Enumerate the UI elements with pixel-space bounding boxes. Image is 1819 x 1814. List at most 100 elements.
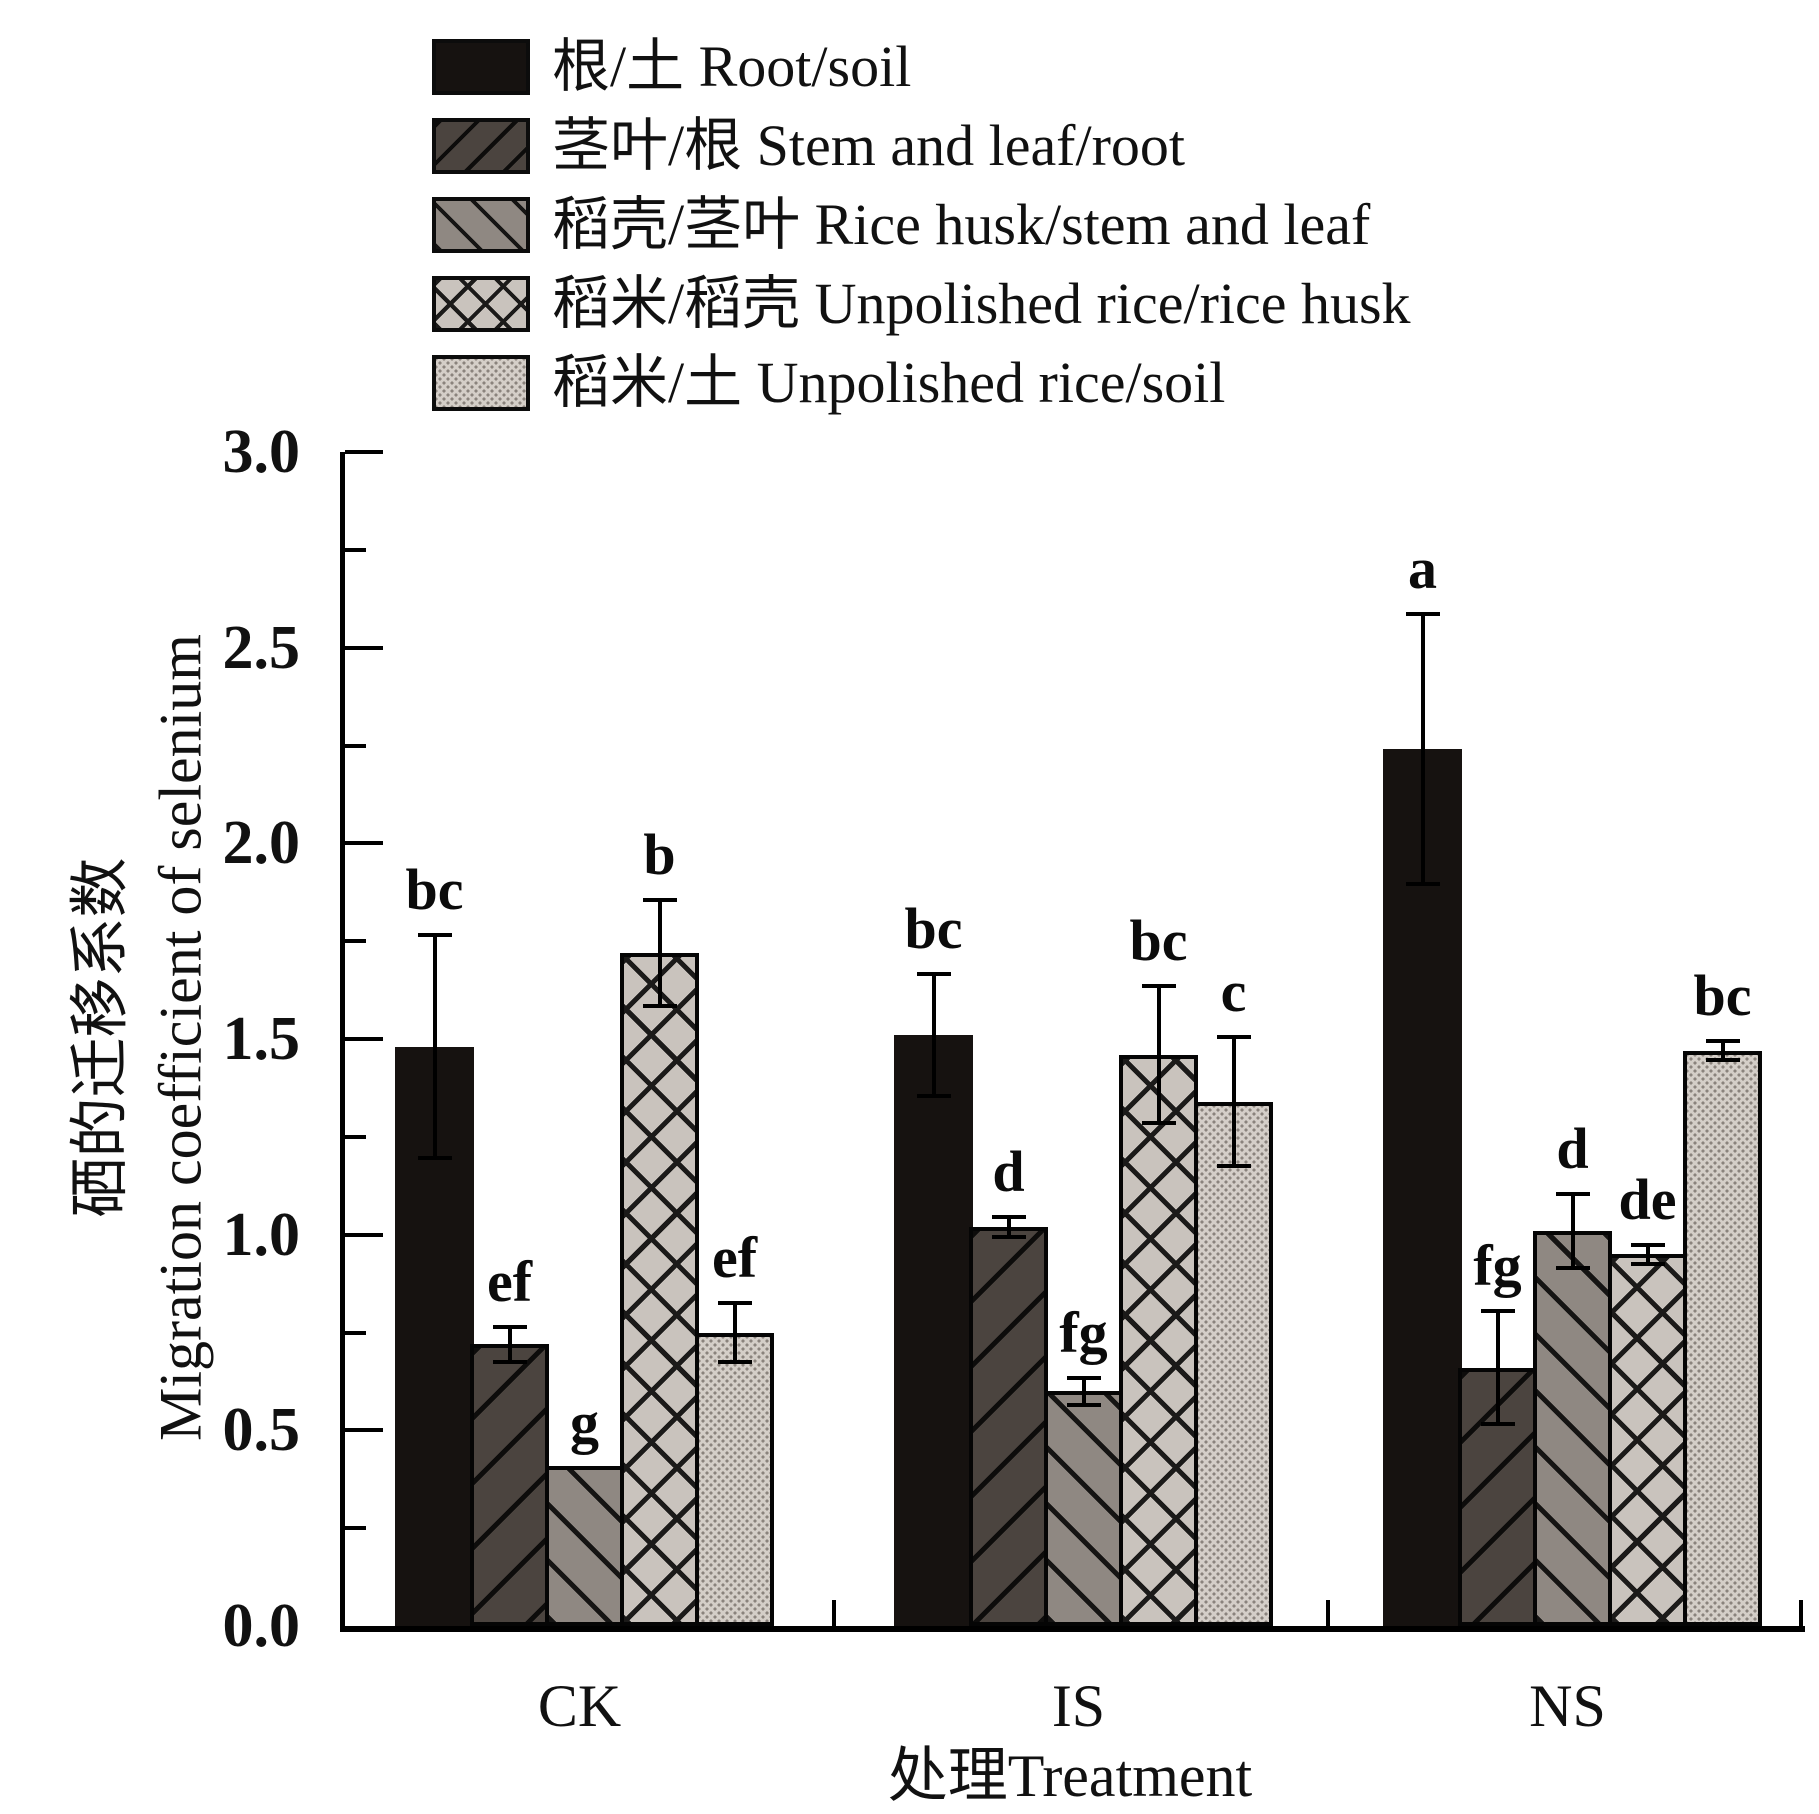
legend: 根/土 Root/soil 茎叶/根 Stem and leaf/root 稻壳/茎…: [432, 36, 1411, 414]
plot-area: bc bc a ef d fg g fg d b bc de ef c bc: [340, 450, 1805, 1632]
y-tick-label: 0.5: [222, 1396, 301, 1465]
sig-letter: bc: [904, 896, 963, 962]
error-bar-line: [931, 972, 936, 1098]
y-tick-label: 1.0: [222, 1200, 301, 1269]
x-category-label-ck: CK: [537, 1673, 622, 1739]
y-minor-tick: [345, 1526, 366, 1531]
legend-label: 根/土 Root/soil: [552, 34, 912, 99]
error-bar-cap-bottom: [1216, 1164, 1251, 1169]
error-bar-cap-top: [1555, 1191, 1590, 1196]
bar-ck-s5: [695, 1332, 774, 1626]
error-bar: [1216, 1035, 1251, 1169]
legend-item: 茎叶/根 Stem and leaf/root: [432, 115, 1411, 177]
error-bar-line: [1420, 612, 1425, 887]
legend-swatch-diamond-crosshatch: [432, 276, 530, 332]
legend-label: 稻壳/茎叶 Rice husk/stem and leaf: [552, 192, 1371, 257]
error-bar-cap-bottom: [1705, 1058, 1740, 1063]
error-bar-cap-top: [1216, 1035, 1251, 1040]
x-category-label-is: IS: [1051, 1673, 1106, 1739]
bar-ns-s5: [1683, 1050, 1762, 1626]
error-bar: [1480, 1309, 1515, 1427]
x-category-label-ns: NS: [1529, 1673, 1606, 1739]
error-bar: [991, 1215, 1026, 1239]
error-bar-cap-top: [492, 1324, 527, 1329]
y-minor-tick: [345, 939, 366, 944]
error-bar-cap-bottom: [1141, 1121, 1176, 1126]
error-bar-cap-bottom: [1630, 1261, 1665, 1266]
error-bar-cap-top: [1066, 1375, 1101, 1380]
error-bar: [1555, 1191, 1590, 1270]
error-bar: [492, 1324, 527, 1364]
legend-item: 稻米/稻壳 Unpolished rice/rice husk: [432, 273, 1411, 335]
bar-ns-s4: [1608, 1254, 1687, 1626]
error-bar-line: [1156, 984, 1161, 1126]
sig-letter: d: [992, 1139, 1025, 1205]
sig-letter: d: [1556, 1115, 1589, 1181]
error-bar-line: [1495, 1309, 1500, 1427]
bar-ck-s4: [620, 952, 699, 1626]
error-bar-cap-bottom: [642, 1003, 677, 1008]
error-bar-line: [1645, 1242, 1650, 1266]
error-bar-cap-bottom: [717, 1359, 752, 1364]
error-bar-line: [657, 898, 662, 1008]
error-bar-cap-bottom: [1405, 882, 1440, 887]
y-major-tick: [345, 1428, 383, 1433]
error-bar: [1141, 984, 1176, 1126]
error-bar: [1630, 1242, 1665, 1266]
legend-item: 稻壳/茎叶 Rice husk/stem and leaf: [432, 194, 1411, 256]
sig-letter: de: [1618, 1166, 1677, 1232]
error-bar-line: [1570, 1191, 1575, 1270]
error-bar: [417, 933, 452, 1161]
error-bar: [1705, 1039, 1740, 1063]
y-minor-tick: [345, 1134, 366, 1139]
error-bar-line: [1081, 1375, 1086, 1407]
y-major-tick: [345, 1232, 383, 1237]
error-bar-line: [1231, 1035, 1236, 1169]
error-bar-cap-bottom: [1066, 1402, 1101, 1407]
legend-swatch-stipple: [432, 355, 530, 411]
legend-item: 根/土 Root/soil: [432, 36, 1411, 98]
error-bar-line: [732, 1301, 737, 1364]
error-bar-cap-top: [642, 898, 677, 903]
error-bar-cap-top: [1630, 1242, 1665, 1247]
legend-swatch-hatch-forward: [432, 118, 530, 174]
x-tick: [1799, 1600, 1803, 1626]
bar-is-s3: [1044, 1391, 1123, 1626]
sig-letter: g: [570, 1389, 599, 1455]
sig-letter: ef: [711, 1225, 758, 1291]
error-bar-cap-top: [1480, 1309, 1515, 1314]
error-bar-cap-bottom: [1480, 1422, 1515, 1427]
sig-letter: c: [1220, 959, 1247, 1025]
error-bar: [916, 972, 951, 1098]
error-bar-cap-bottom: [991, 1234, 1026, 1239]
legend-swatch-hatch-back: [432, 197, 530, 253]
y-major-tick: [345, 450, 383, 454]
error-bar: [717, 1301, 752, 1364]
sig-letter: fg: [1473, 1233, 1522, 1299]
error-bar-cap-bottom: [916, 1093, 951, 1098]
error-bar-cap-bottom: [492, 1359, 527, 1364]
bar-is-s2: [969, 1226, 1048, 1626]
error-bar-line: [1720, 1039, 1725, 1063]
bar-ns-s3: [1533, 1230, 1612, 1626]
y-tick-label: 0.0: [222, 1592, 301, 1660]
bar-ck-s3: [545, 1465, 624, 1626]
y-tick-label: 2.0: [222, 809, 301, 878]
y-tick-label: 1.5: [222, 1005, 301, 1073]
error-bar-cap-top: [417, 933, 452, 938]
sig-letter: a: [1408, 536, 1437, 602]
x-tick: [1326, 1600, 1330, 1626]
x-tick: [832, 1600, 836, 1626]
error-bar-cap-bottom: [417, 1156, 452, 1161]
legend-label: 茎叶/根 Stem and leaf/root: [552, 113, 1186, 178]
sig-letter: fg: [1059, 1299, 1108, 1365]
error-bar-cap-bottom: [1555, 1265, 1590, 1270]
legend-label: 稻米/稻壳 Unpolished rice/rice husk: [552, 271, 1411, 336]
y-minor-tick: [345, 743, 366, 748]
sig-letter: bc: [1129, 908, 1188, 974]
bar-is-s4: [1119, 1054, 1198, 1626]
error-bar-cap-top: [991, 1215, 1026, 1220]
y-tick-label: 3.0: [222, 418, 301, 486]
error-bar-cap-top: [717, 1301, 752, 1306]
error-bar: [1066, 1375, 1101, 1407]
